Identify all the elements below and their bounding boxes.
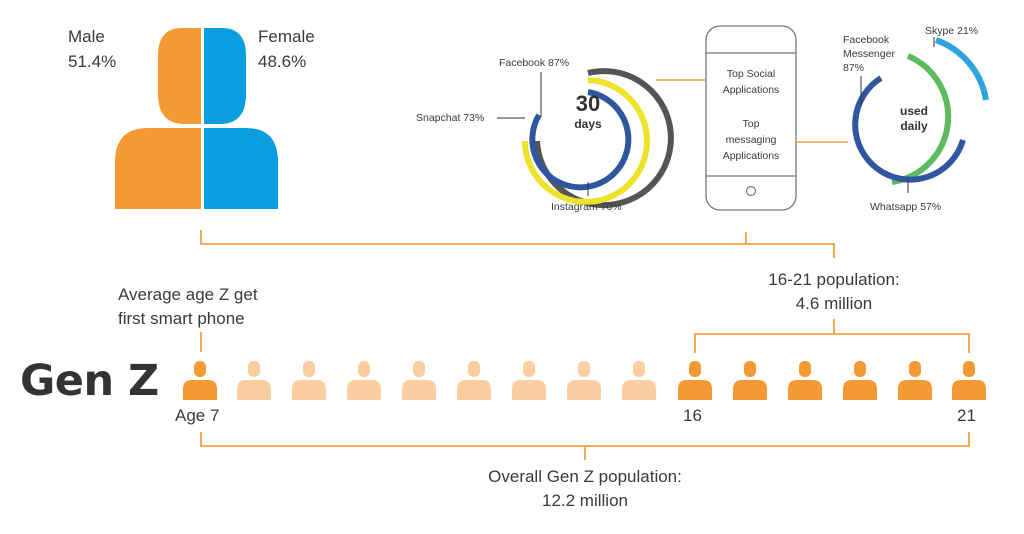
person-figure-9 — [622, 361, 656, 400]
person-figure-4 — [347, 361, 381, 400]
ring30-center-number: 30 — [575, 91, 601, 116]
snapchat-label: Snapchat 73% — [416, 112, 485, 124]
person-head — [909, 361, 921, 377]
instagram-label: Instagram 70% — [551, 201, 622, 213]
person-head — [358, 361, 370, 377]
person-figure-3 — [292, 361, 326, 400]
person-head — [963, 361, 975, 377]
person-head — [854, 361, 866, 377]
ring-chart-30-days — [497, 68, 674, 209]
top-bracket — [200, 230, 835, 258]
person-figure-1 — [183, 361, 217, 400]
person-body — [678, 380, 712, 400]
messenger-label-2: Messenger — [843, 48, 895, 60]
person-body — [292, 380, 326, 400]
male-percent: 51.4% — [68, 52, 117, 71]
person-head — [689, 361, 701, 377]
ring-facebook — [529, 89, 632, 191]
person-head — [194, 361, 206, 377]
female-label: Female — [258, 27, 315, 46]
phone-body — [705, 25, 797, 211]
overall-line1: Overall Gen Z population: — [488, 467, 682, 486]
population-16-21-line2: 4.6 million — [795, 294, 873, 313]
phone-line3: Top — [742, 118, 760, 130]
person-figure-8 — [567, 361, 601, 400]
people-row — [183, 361, 986, 400]
person-body — [183, 380, 217, 400]
skype-label: Skype 21% — [925, 25, 979, 37]
female-body-half — [204, 128, 278, 209]
ring-chart-used-daily — [852, 37, 989, 193]
person-body — [952, 380, 986, 400]
page-title: Gen Z — [20, 356, 159, 406]
population-16-21-line1: 16-21 population: — [768, 270, 900, 289]
bracket-16-21 — [694, 319, 970, 353]
age-16-label: 16 — [683, 406, 702, 425]
person-body — [843, 380, 877, 400]
person-body — [347, 380, 381, 400]
person-head — [523, 361, 535, 377]
ring-messenger — [852, 75, 966, 183]
female-percent: 48.6% — [258, 52, 307, 71]
daily-center-sub: daily — [900, 119, 928, 133]
person-head — [248, 361, 260, 377]
male-body-half — [115, 128, 201, 209]
male-head-half — [158, 28, 201, 124]
gender-person-icon — [115, 28, 278, 209]
person-head — [468, 361, 480, 377]
messenger-label-3: 87% — [843, 62, 865, 74]
person-body — [622, 380, 656, 400]
person-head — [633, 361, 645, 377]
daily-center-main: used — [899, 104, 928, 118]
ring30-center-sub: days — [574, 117, 602, 131]
person-head — [578, 361, 590, 377]
person-body — [457, 380, 491, 400]
person-body — [512, 380, 546, 400]
person-figure-13 — [843, 361, 877, 400]
person-figure-15 — [952, 361, 986, 400]
average-age-line1: Average age Z get — [118, 285, 258, 304]
overall-line2: 12.2 million — [542, 491, 628, 510]
phone-home-button — [745, 185, 757, 197]
facebook-label: Facebook 87% — [499, 57, 570, 69]
whatsapp-label: Whatsapp 57% — [870, 201, 942, 213]
ring-skype — [934, 37, 989, 101]
phone-line2: Applications — [722, 84, 780, 96]
ring-snapchat — [522, 77, 650, 205]
person-body — [237, 380, 271, 400]
person-head — [413, 361, 425, 377]
person-figure-11 — [733, 361, 767, 400]
person-figure-7 — [512, 361, 546, 400]
person-figure-14 — [898, 361, 932, 400]
person-head — [799, 361, 811, 377]
person-body — [733, 380, 767, 400]
phone-line1: Top Social — [726, 68, 776, 80]
phone-line4: messaging — [725, 134, 777, 146]
phone-line5: Applications — [722, 150, 780, 162]
person-figure-12 — [788, 361, 822, 400]
messenger-label-1: Facebook — [843, 34, 890, 46]
person-body — [402, 380, 436, 400]
average-age-line2: first smart phone — [118, 309, 245, 328]
overall-bracket — [200, 432, 970, 460]
person-body — [788, 380, 822, 400]
male-label: Male — [68, 27, 105, 46]
age-start-label: Age 7 — [175, 406, 220, 425]
person-head — [744, 361, 756, 377]
ring-whatsapp — [891, 53, 952, 185]
phone-icon — [705, 25, 797, 211]
person-body — [898, 380, 932, 400]
person-figure-5 — [402, 361, 436, 400]
person-figure-6 — [457, 361, 491, 400]
person-body — [567, 380, 601, 400]
person-head — [303, 361, 315, 377]
ring-instagram — [534, 68, 674, 209]
person-figure-2 — [237, 361, 271, 400]
female-head-half — [204, 28, 246, 124]
person-figure-10 — [678, 361, 712, 400]
age-21-label: 21 — [957, 406, 976, 425]
